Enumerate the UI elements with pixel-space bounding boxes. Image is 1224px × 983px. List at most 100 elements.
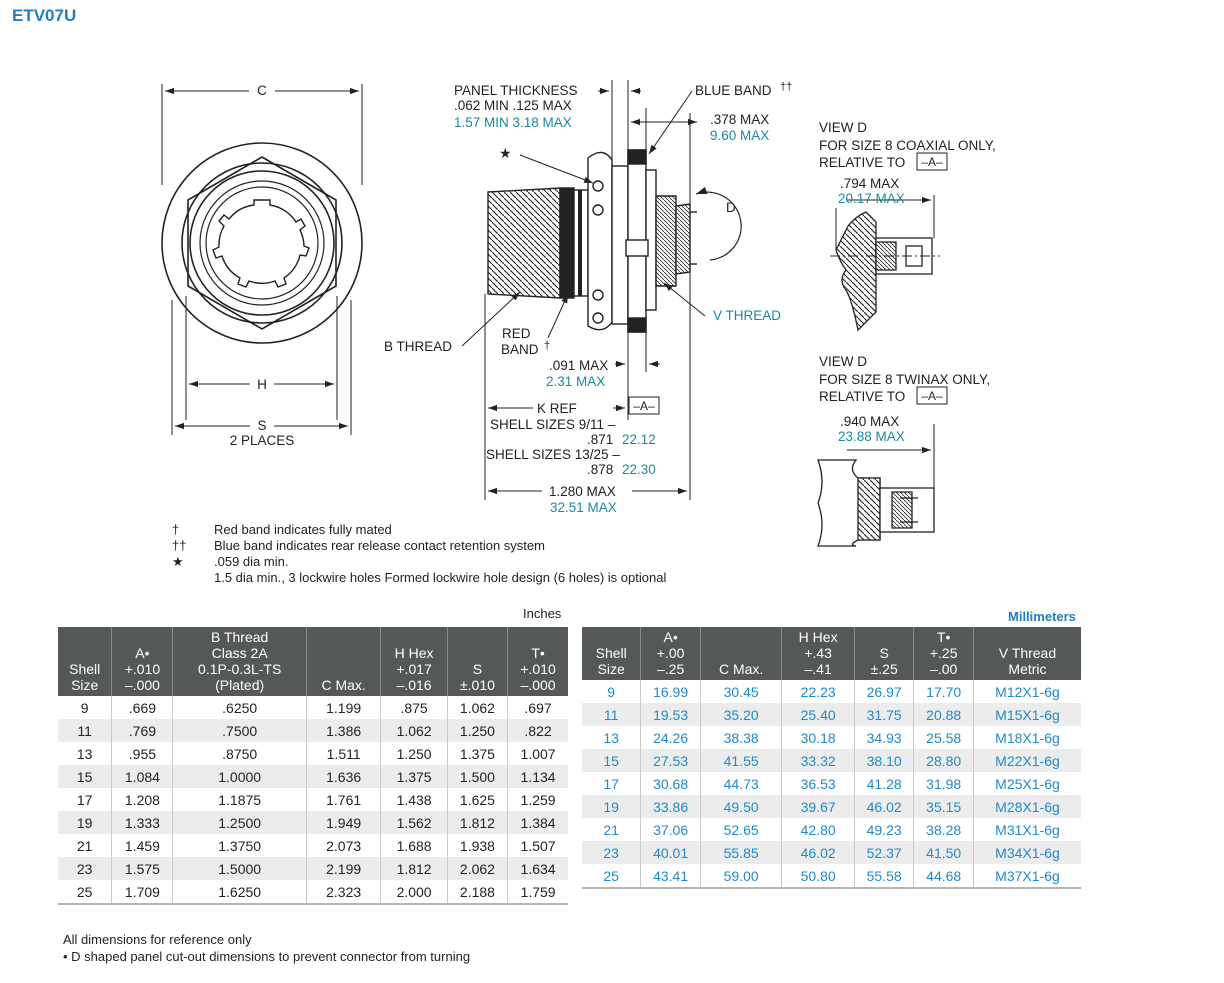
column-header: A• +.00 –.25: [640, 627, 701, 680]
table-cell: 25: [58, 880, 112, 905]
table-cell: 1.250: [380, 742, 448, 765]
shell-9-11-label: SHELL SIZES 9/11 –: [490, 417, 616, 432]
page-title: ETV07U: [12, 6, 77, 25]
table-cell: .8750: [172, 742, 307, 765]
column-header-line: ±.25: [870, 661, 898, 677]
table-cell: 21: [603, 821, 619, 838]
max-378-in: .378 MAX: [710, 112, 769, 127]
table-cell: 35.20: [699, 703, 782, 726]
table-row: 17 1.208 1.1875 1.761 1.438 1.625 1.259: [58, 788, 568, 811]
table-cell: 37.06: [640, 818, 701, 841]
band-label: BAND: [501, 342, 539, 357]
column-header: Shell Size: [582, 627, 641, 680]
table-cell: 41.28: [853, 772, 914, 795]
table-cell: 46.02: [853, 795, 914, 818]
mm-dimension-table: Shell Size A• +.00 –.25 C Max. H Hex +.43 –.41 S ±…: [582, 627, 1081, 889]
table-row: 11.769.7500 1.386 1.062 1.250.822: [58, 719, 568, 742]
note-symbol: [172, 570, 214, 586]
note-symbol: ★: [172, 554, 184, 569]
table-cell: 17: [603, 775, 619, 792]
blue-band-mark: ††: [780, 81, 792, 93]
table-cell: 33.86: [640, 795, 701, 818]
inches-label: Inches: [523, 606, 562, 621]
table-cell: 1.250: [446, 719, 508, 742]
table-cell: 1.259: [507, 788, 568, 811]
notes-list: † Red band indicates fully mated †† Blue b…: [172, 522, 666, 586]
table-cell: 31.98: [913, 772, 974, 795]
table-row: 15 1.084 1.0000 1.636 1.375 1.500 1.134: [58, 765, 568, 788]
table-cell: 38.38: [699, 726, 782, 749]
table-cell: 2.199: [305, 857, 381, 880]
column-header-line: S: [879, 645, 889, 661]
note-item: † Red band indicates fully mated: [172, 522, 666, 538]
table-cell: 2.073: [305, 834, 381, 857]
table-cell: 1.375: [380, 765, 448, 788]
d-label: D: [726, 200, 736, 215]
table-cell: 1.507: [507, 834, 568, 857]
note-symbol: †: [172, 522, 180, 537]
column-header-line: A•: [135, 645, 150, 661]
table-cell: 11: [58, 719, 112, 742]
star-symbol: ★: [499, 145, 512, 161]
datum-a-side: –A–: [633, 399, 655, 413]
view-d-coax-datum: –A–: [921, 155, 943, 169]
table-cell: 35.15: [913, 795, 974, 818]
table-cell: .955: [111, 742, 173, 765]
table-cell: 1.625: [446, 788, 508, 811]
table-cell: 1.634: [507, 857, 568, 880]
k-13-25-mm: 22.30: [622, 462, 656, 477]
note-item: †† Blue band indicates rear release conta…: [172, 538, 666, 554]
panel-thickness-in: .062 MIN .125 MAX: [454, 98, 572, 113]
column-header: V Thread Metric: [972, 627, 1081, 680]
table-cell: 1.0000: [172, 765, 307, 788]
view-d-twinax-line2: RELATIVE TO: [819, 389, 905, 404]
table-cell: 52.37: [853, 841, 914, 864]
table-cell: 50.80: [781, 864, 855, 889]
column-header-line: Shell: [69, 661, 101, 677]
table-cell: 1.759: [507, 880, 568, 905]
table-cell: 2.323: [305, 880, 381, 905]
v-thread-label: V THREAD: [713, 308, 781, 323]
column-header-line: V Thread: [998, 645, 1057, 661]
table-cell: 38.10: [853, 749, 914, 772]
column-header-line: T•: [936, 629, 951, 645]
table-cell: M12X1-6g: [972, 680, 1081, 703]
table-cell: M18X1-6g: [972, 726, 1081, 749]
table-cell: M25X1-6g: [972, 772, 1081, 795]
table-cell: 1.007: [507, 742, 568, 765]
table-cell: 1.062: [446, 696, 508, 719]
table-cell: 1.938: [446, 834, 508, 857]
note-item: ★ .059 dia min.: [172, 554, 666, 570]
side-view: [461, 80, 742, 500]
max-091-in: .091 MAX: [549, 358, 608, 373]
column-header-line: A•: [663, 629, 678, 645]
table-cell: 59.00: [699, 864, 782, 889]
table-cell: 24.26: [640, 726, 701, 749]
table-row: 9 .669.6250 1.199.875 1.062.697: [58, 696, 568, 719]
table-cell: M22X1-6g: [972, 749, 1081, 772]
table-cell: 1.575: [111, 857, 173, 880]
note-text: 1.5 dia min., 3 lockwire holes Formed lo…: [214, 570, 667, 585]
table-cell: 1.2500: [172, 811, 307, 834]
table-cell: .6250: [172, 696, 307, 719]
table-cell: 1.208: [111, 788, 173, 811]
table-row: 9 16.99 30.45 22.23 26.97 17.70 M12X1-6g: [582, 680, 1081, 703]
places-label: 2 PLACES: [230, 433, 295, 448]
table-cell: 30.68: [640, 772, 701, 795]
max-1280-mm: 32.51 MAX: [550, 500, 617, 515]
table-cell: 1.688: [380, 834, 448, 857]
view-d-coax-line2: RELATIVE TO: [819, 155, 905, 170]
table-cell: 20.88: [913, 703, 974, 726]
table-row: 25 43.41 59.00 50.80 55.58 44.68 M37X1-6g: [582, 864, 1081, 889]
column-header: T• +.25 –.00: [913, 627, 974, 680]
table-cell: 34.93: [853, 726, 914, 749]
note-item: 1.5 dia min., 3 lockwire holes Formed lo…: [172, 570, 666, 586]
column-header-line: –.00: [930, 661, 958, 677]
table-cell: .669: [111, 696, 173, 719]
table-cell: 28.80: [913, 749, 974, 772]
table-cell: 30.18: [781, 726, 855, 749]
table-cell: M31X1-6g: [972, 818, 1081, 841]
panel-thickness-label: PANEL THICKNESS: [454, 83, 578, 98]
table-cell: 17.70: [913, 680, 974, 703]
table-cell: 30.45: [699, 680, 782, 703]
